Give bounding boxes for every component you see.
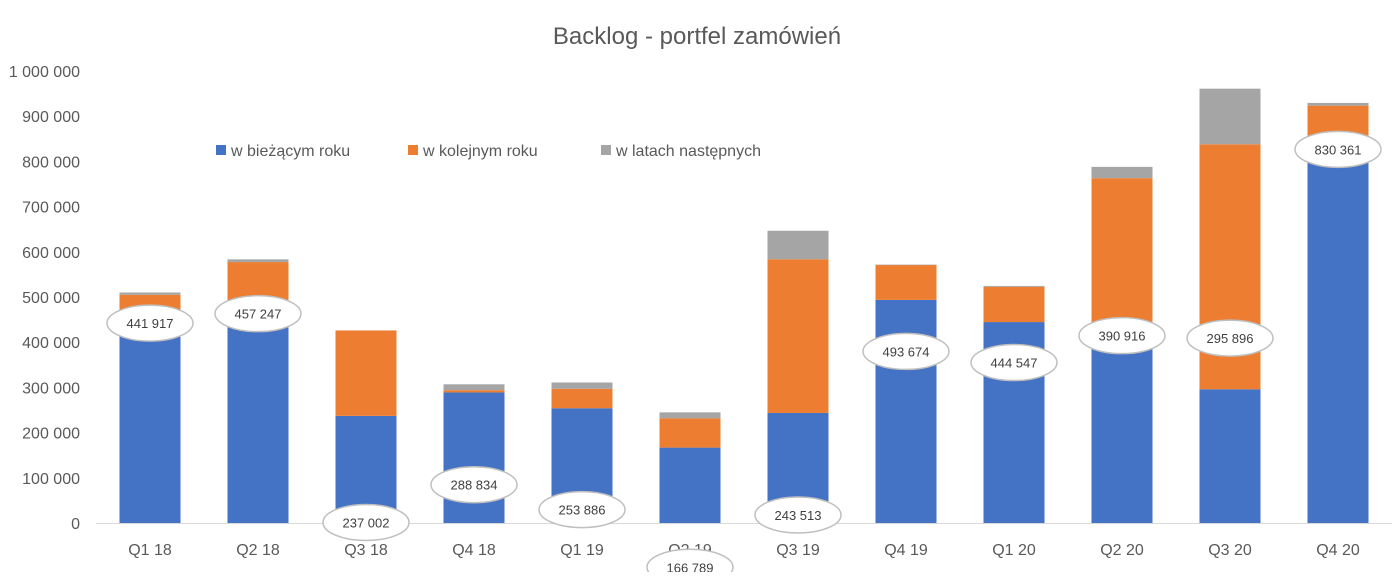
y-tick-label: 500 000 [22, 290, 80, 307]
x-category-label: Q2 20 [1100, 542, 1144, 559]
bar-segment-series-3 [444, 384, 505, 390]
y-axis-ticks: 0 100 000 200 000 300 000 400 000 500 000 600 … [9, 64, 80, 533]
data-label: 441 917 [107, 305, 193, 341]
bar-segment-series-1 [660, 448, 721, 523]
data-label-text: 237 002 [343, 515, 390, 530]
bar-segment-series-2 [444, 390, 505, 392]
y-tick-label: 0 [71, 516, 80, 533]
legend-label: w kolejnym roku [422, 143, 538, 160]
bar-segment-series-2 [336, 330, 397, 415]
x-category-label: Q1 18 [128, 542, 172, 559]
data-label: 444 547 [971, 345, 1057, 381]
bar-segment-series-3 [120, 293, 181, 295]
legend-swatch [216, 145, 226, 155]
x-category-label: Q1 19 [560, 542, 604, 559]
data-label: 295 896 [1187, 320, 1273, 356]
x-category-label: Q4 20 [1316, 542, 1360, 559]
data-label-text: 166 789 [667, 560, 714, 572]
data-label-text: 493 674 [883, 344, 930, 359]
bar-segment-series-3 [984, 286, 1045, 287]
bar-segment-series-2 [876, 265, 937, 300]
bar-segment-series-3 [1200, 89, 1261, 145]
data-label: 253 886 [539, 492, 625, 528]
data-label-text: 253 886 [559, 503, 606, 518]
data-label-text: 441 917 [127, 316, 174, 331]
data-label-text: 295 896 [1207, 331, 1254, 346]
data-label-text: 444 547 [991, 356, 1038, 371]
bar-segment-series-3 [228, 259, 289, 262]
data-labels: 441 917 457 247 237 002 288 834 253 886 166 7… [107, 131, 1381, 572]
y-tick-label: 600 000 [22, 245, 80, 262]
x-category-label: Q4 18 [452, 542, 496, 559]
bar-segment-series-3 [1092, 167, 1153, 178]
bar-segment-series-2 [660, 418, 721, 447]
data-label: 166 789 [647, 549, 733, 572]
bar-segment-series-1 [1200, 389, 1261, 523]
x-category-label: Q2 18 [236, 542, 280, 559]
legend-swatch [408, 145, 418, 155]
legend-swatch [601, 145, 611, 155]
data-label: 243 513 [755, 497, 841, 533]
y-tick-label: 300 000 [22, 380, 80, 397]
legend: w bieżącym roku w kolejnym roku w latach n… [216, 143, 761, 160]
data-label: 493 674 [863, 333, 949, 369]
data-label: 830 361 [1295, 131, 1381, 167]
bar-segment-series-3 [552, 382, 613, 388]
data-label-text: 830 361 [1315, 142, 1362, 157]
data-label-text: 288 834 [451, 478, 498, 493]
bar-segment-series-2 [768, 259, 829, 413]
bar-segment-series-2 [552, 389, 613, 408]
bar-segment-series-1 [120, 323, 181, 523]
data-label-text: 243 513 [775, 508, 822, 523]
y-tick-label: 400 000 [22, 335, 80, 352]
legend-label: w bieżącym roku [230, 143, 350, 160]
x-category-label: Q3 18 [344, 542, 388, 559]
bar-segment-series-1 [1308, 148, 1369, 523]
legend-label: w latach następnych [615, 143, 761, 160]
y-tick-label: 100 000 [22, 471, 80, 488]
bar-segment-series-2 [984, 287, 1045, 322]
data-label: 457 247 [215, 296, 301, 332]
x-category-label: Q4 19 [884, 542, 928, 559]
legend-item: w latach następnych [601, 143, 761, 160]
bar-segment-series-1 [228, 316, 289, 523]
data-label-text: 390 916 [1099, 329, 1146, 344]
legend-item: w bieżącym roku [216, 143, 350, 160]
y-tick-label: 700 000 [22, 200, 80, 217]
bar-segment-series-3 [660, 412, 721, 418]
data-label: 390 916 [1079, 318, 1165, 354]
y-tick-label: 200 000 [22, 426, 80, 443]
y-tick-label: 800 000 [22, 154, 80, 171]
data-label-text: 457 247 [235, 307, 282, 322]
data-label: 288 834 [431, 467, 517, 503]
x-category-label: Q1 20 [992, 542, 1036, 559]
x-category-label: Q3 20 [1208, 542, 1252, 559]
bar-segment-series-3 [1308, 103, 1369, 106]
legend-item: w kolejnym roku [408, 143, 538, 160]
bar-segment-series-1 [1092, 346, 1153, 523]
y-tick-label: 1 000 000 [9, 64, 80, 81]
x-category-label: Q3 19 [776, 542, 820, 559]
chart-title: Backlog - portfel zamówień [553, 23, 841, 50]
data-label: 237 002 [323, 504, 409, 540]
y-tick-label: 900 000 [22, 109, 80, 126]
bar-segment-series-3 [768, 231, 829, 259]
